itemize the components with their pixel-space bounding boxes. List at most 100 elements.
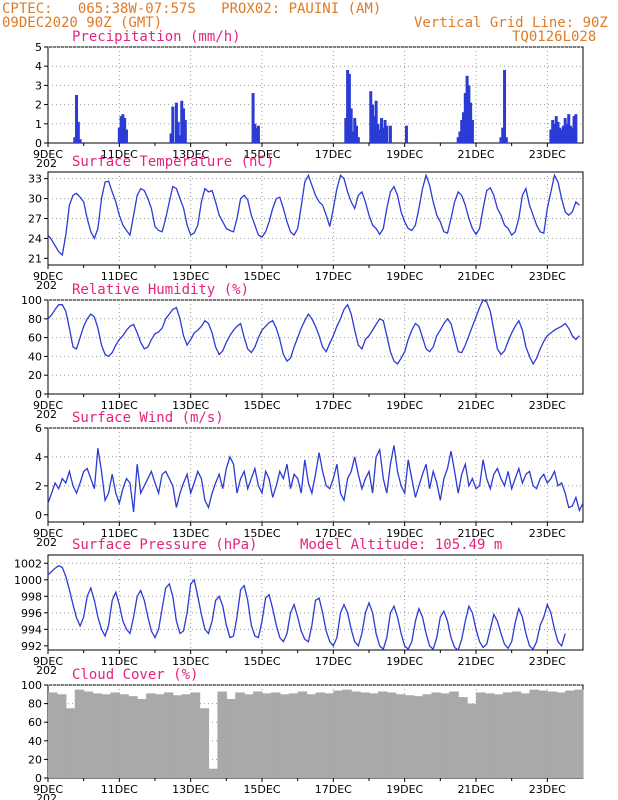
- y-tick-label: 100: [21, 679, 42, 692]
- precip-bar: [180, 100, 184, 143]
- precip-bar: [503, 70, 507, 143]
- precip-bar: [73, 137, 77, 143]
- cloud-bar: [395, 694, 406, 778]
- cloud-bar: [270, 692, 281, 778]
- y-tick-label: 998: [21, 590, 42, 603]
- series-line: [47, 564, 566, 652]
- y-tick-label: 3: [35, 79, 42, 92]
- x-tick-label: 9DEC: [33, 783, 63, 796]
- precip-bar: [251, 93, 255, 143]
- cloud-bar: [65, 708, 76, 778]
- x-tick-label: 15DEC: [243, 527, 280, 540]
- x-tick-label: 11DEC: [101, 270, 138, 283]
- precip-bar: [344, 118, 348, 143]
- x-tick-label: 9DEC: [33, 655, 63, 668]
- x-tick-label: 11DEC: [101, 783, 138, 796]
- cloud-bar: [217, 691, 227, 778]
- cloud-bar: [333, 690, 343, 778]
- cloud-bar: [181, 694, 192, 778]
- y-tick-label: 60: [28, 332, 42, 345]
- y-tick-label: 2: [35, 480, 42, 493]
- precip-bar: [467, 85, 471, 143]
- x-tick-label: 17DEC: [315, 783, 352, 796]
- y-tick-label: 24: [28, 232, 42, 245]
- panel-frame: [47, 427, 584, 523]
- panel-frame: [47, 46, 584, 144]
- cloud-bar: [484, 693, 495, 778]
- precip-bar: [372, 116, 376, 143]
- precip-bar: [569, 125, 573, 143]
- cloud-bar: [110, 692, 120, 778]
- precip-bar: [117, 127, 121, 143]
- x-tick-label: 19DEC: [386, 783, 423, 796]
- precip-bar: [574, 114, 578, 143]
- cloud-bar: [467, 703, 477, 778]
- panel-subtitle: Model Altitude: 105.49 m: [300, 537, 502, 553]
- x-year-stub: 202: [36, 408, 57, 421]
- y-tick-label: 60: [28, 716, 42, 729]
- cloud-bar: [128, 696, 138, 778]
- y-tick-label: 80: [28, 313, 42, 326]
- cloud-bar: [262, 693, 272, 778]
- x-tick-label: 21DEC: [457, 148, 494, 161]
- precip-bar: [183, 119, 187, 143]
- x-tick-label: 21DEC: [457, 655, 494, 668]
- y-tick-label: 100: [21, 294, 42, 307]
- cloud-bar: [565, 690, 575, 778]
- cloud-bar: [315, 692, 326, 778]
- y-tick-label: 1002: [14, 557, 42, 570]
- cloud-bar: [288, 693, 299, 778]
- precip-bar: [558, 127, 562, 143]
- x-tick-label: 21DEC: [457, 527, 494, 540]
- x-tick-label: 9DEC: [33, 399, 63, 412]
- x-tick-label: 23DEC: [529, 655, 566, 668]
- cloud-bar: [493, 694, 504, 778]
- precip-bar: [556, 121, 560, 143]
- precip-bar: [176, 121, 180, 143]
- x-tick-label: 19DEC: [386, 399, 423, 412]
- precip-bar: [178, 135, 182, 143]
- precip-bar: [121, 114, 125, 143]
- x-tick-label: 23DEC: [529, 527, 566, 540]
- header-run-id: TQ0126L028: [512, 29, 597, 45]
- cloud-bar: [431, 692, 441, 778]
- cloud-bar: [369, 693, 379, 778]
- precip-bar: [349, 108, 353, 143]
- cloud-bar: [351, 691, 361, 778]
- precip-bar: [76, 121, 80, 143]
- cloud-bar: [449, 691, 459, 778]
- cloud-bar: [502, 692, 513, 778]
- cloud-bar: [529, 689, 540, 778]
- precip-bar: [501, 127, 505, 143]
- x-tick-label: 13DEC: [172, 148, 209, 161]
- x-tick-label: 13DEC: [172, 527, 209, 540]
- x-tick-label: 21DEC: [457, 783, 494, 796]
- y-tick-label: 80: [28, 698, 42, 711]
- x-tick-label: 15DEC: [243, 783, 280, 796]
- precip-bar: [554, 116, 558, 143]
- cloud-bar: [377, 691, 388, 778]
- precip-bar: [563, 118, 567, 143]
- cloud-bar: [244, 694, 254, 778]
- x-tick-label: 23DEC: [529, 399, 566, 412]
- precip-bar: [351, 131, 355, 143]
- precip-bar: [572, 116, 576, 143]
- precip-bar: [462, 112, 466, 143]
- x-tick-label: 9DEC: [33, 270, 63, 283]
- y-tick-label: 5: [35, 41, 42, 54]
- cloud-bar: [119, 694, 129, 778]
- cloud-bar: [83, 691, 94, 778]
- precip-bar: [567, 114, 571, 143]
- x-tick-label: 11DEC: [101, 148, 138, 161]
- x-tick-label: 21DEC: [457, 270, 494, 283]
- precip-bar: [379, 118, 383, 143]
- precip-bar: [369, 91, 373, 143]
- series-line: [47, 299, 580, 366]
- panel-title: Cloud Cover (%): [72, 667, 198, 683]
- precip-bar: [355, 125, 359, 143]
- precip-bar: [499, 137, 503, 143]
- x-tick-label: 11DEC: [101, 527, 138, 540]
- y-tick-label: 21: [28, 252, 42, 265]
- x-tick-label: 15DEC: [243, 148, 280, 161]
